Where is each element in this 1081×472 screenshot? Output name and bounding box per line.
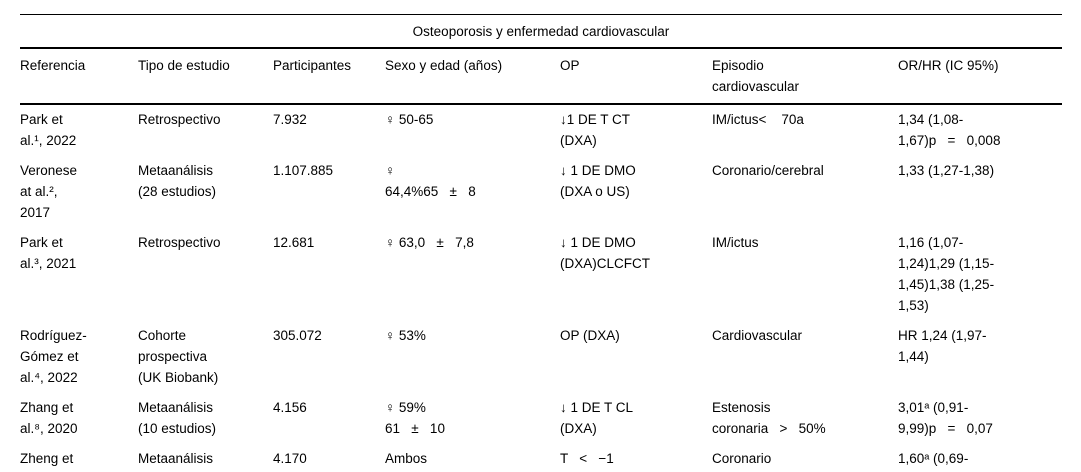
cell-op: ↓ 1 DE DMO (DXA o US) — [560, 163, 636, 199]
cell-referencia: Rodríguez- Gómez et al.⁴, 2022 — [20, 328, 87, 385]
cell-sexo-edad: Ambos — [385, 451, 428, 466]
top-rule — [20, 14, 1062, 15]
cell-tipo-de-estudio: Retrospectivo — [138, 112, 221, 127]
cell-op: ↓ 1 DE T CL (DXA) — [560, 400, 634, 436]
study-table: Referencia Tipo de estudio Participantes… — [20, 47, 1062, 472]
table-row: Park et al.¹, 2022 Retrospectivo 7.932 ♀… — [20, 104, 1062, 156]
cell-op: OP (DXA) — [560, 328, 620, 343]
col-header-or-hr: OR/HR (IC 95%) — [898, 48, 1062, 105]
cell-or-hr: 1,16 (1,07- 1,24)1,29 (1,15- 1,45)1,38 (… — [898, 235, 995, 313]
table-title: Osteoporosis y enfermedad cardiovascular — [412, 24, 670, 39]
col-header-participantes: Participantes — [273, 48, 385, 105]
cell-or-hr: 1,34 (1,08- 1,67)p = 0,008 — [898, 112, 1001, 148]
cell-episodio-cardiovascular: Estenosis coronaria > 50% — [712, 400, 826, 436]
cell-episodio-cardiovascular: IM/ictus — [712, 235, 759, 250]
cell-referencia: Veronese at al.², 2017 — [20, 163, 78, 220]
col-header-op: OP — [560, 48, 712, 105]
col-header-tipo-de-estudio: Tipo de estudio — [138, 48, 273, 105]
cell-op: ↓ 1 DE DMO (DXA)CLCFCT — [560, 235, 650, 271]
cell-participantes: 305.072 — [273, 328, 322, 343]
table-body: Park et al.¹, 2022 Retrospectivo 7.932 ♀… — [20, 104, 1062, 472]
cell-or-hr: 1,60ᵃ (0,69- 3,72)p = 0,27 — [898, 451, 969, 466]
cell-referencia: Zhang et al.⁸, 2020 — [20, 400, 78, 436]
table-row: Park et al.³, 2021 Retrospectivo 12.681 … — [20, 228, 1062, 321]
cell-episodio-cardiovascular: Coronario — [712, 451, 772, 466]
cell-sexo-edad: ♀ 59% 61 ± 10 — [385, 400, 445, 436]
cell-op: T < −1 DEDXA — [560, 451, 614, 466]
cell-participantes: 7.932 — [273, 112, 307, 127]
cell-participantes: 4.170 — [273, 451, 307, 466]
cell-referencia: Zheng et al.⁹, 2023 — [20, 451, 74, 466]
table-row: Zhang et al.⁸, 2020 Metaanálisis (10 est… — [20, 393, 1062, 444]
cell-participantes: 4.156 — [273, 400, 307, 415]
cell-sexo-edad: ♀ 53% — [385, 328, 426, 343]
cell-or-hr: 3,01ᵃ (0,91- 9,99)p = 0,07 — [898, 400, 993, 436]
cell-episodio-cardiovascular: Cardiovascular — [712, 328, 803, 343]
cell-episodio-cardiovascular: Coronario/cerebral — [712, 163, 824, 178]
cell-sexo-edad: ♀ 50-65 — [385, 112, 434, 127]
col-header-referencia: Referencia — [20, 48, 138, 105]
cell-tipo-de-estudio: Metaanálisis (28 estudios) — [138, 163, 217, 199]
cell-referencia: Park et al.³, 2021 — [20, 235, 77, 271]
cell-episodio-cardiovascular: IM/ictus< 70a — [712, 112, 804, 127]
cell-tipo-de-estudio: Retrospectivo — [138, 235, 221, 250]
table-row: Rodríguez- Gómez et al.⁴, 2022 Cohorte p… — [20, 321, 1062, 393]
col-header-sexo-edad: Sexo y edad (años) — [385, 48, 560, 105]
table-row: Veronese at al.², 2017 Metaanálisis (28 … — [20, 156, 1062, 228]
cell-tipo-de-estudio: Metaanálisis (11 estudios) — [138, 451, 214, 466]
cell-sexo-edad: ♀ 64,4%65 ± 8 — [385, 163, 476, 199]
cell-participantes: 12.681 — [273, 235, 315, 250]
cell-sexo-edad: ♀ 63,0 ± 7,8 — [385, 235, 474, 250]
cell-or-hr: 1,33 (1,27-1,38) — [898, 163, 995, 178]
cell-participantes: 1.107.885 — [273, 163, 334, 178]
table-header: Referencia Tipo de estudio Participantes… — [20, 48, 1062, 105]
cell-tipo-de-estudio: Cohorte prospectiva (UK Biobank) — [138, 328, 219, 385]
cell-or-hr: HR 1,24 (1,97- 1,44) — [898, 328, 987, 364]
header-row: Referencia Tipo de estudio Participantes… — [20, 48, 1062, 105]
cell-op: ↓1 DE T CT (DXA) — [560, 112, 631, 148]
cell-tipo-de-estudio: Metaanálisis (10 estudios) — [138, 400, 217, 436]
cell-referencia: Park et al.¹, 2022 — [20, 112, 77, 148]
table-row: Zheng et al.⁹, 2023 Metaanálisis (11 est… — [20, 444, 1062, 472]
col-header-episodio-cardiovascular: Episodio cardiovascular — [712, 48, 898, 105]
